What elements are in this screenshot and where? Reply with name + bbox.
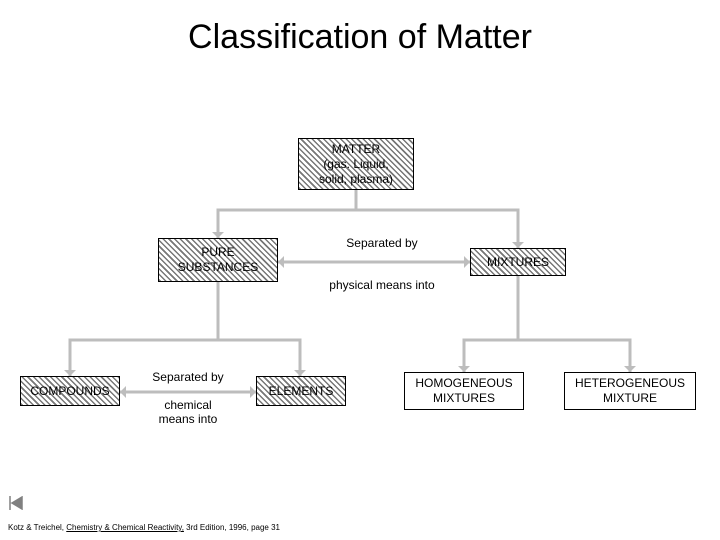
- node-elements: ELEMENTS: [256, 376, 346, 406]
- citation-text: Kotz & Treichel, Chemistry & Chemical Re…: [8, 523, 280, 532]
- node-compounds: COMPOUNDS: [20, 376, 120, 406]
- node-pure: PURE SUBSTANCES: [158, 238, 278, 282]
- page-title: Classification of Matter: [0, 18, 720, 57]
- edge-label-sep_chemical_bottom: chemical means into: [142, 398, 234, 426]
- prev-slide-icon[interactable]: [8, 496, 24, 510]
- node-mixtures: MIXTURES: [470, 248, 566, 276]
- citation-rest: 3rd Edition, 1996, page 31: [184, 523, 280, 532]
- edge-label-sep_physical_bottom: physical means into: [312, 278, 452, 292]
- node-heteromix: HETEROGENEOUS MIXTURE: [564, 372, 696, 410]
- citation-title: Chemistry & Chemical Reactivity,: [66, 523, 184, 532]
- node-matter: MATTER (gas. Liquid, solid, plasma): [298, 138, 414, 190]
- node-homomix: HOMOGENEOUS MIXTURES: [404, 372, 524, 410]
- edge-label-sep_chemical_top: Separated by: [138, 370, 238, 384]
- citation-authors: Kotz & Treichel,: [8, 523, 64, 532]
- connector-layer: [0, 0, 720, 540]
- edge-label-sep_physical_top: Separated by: [322, 236, 442, 250]
